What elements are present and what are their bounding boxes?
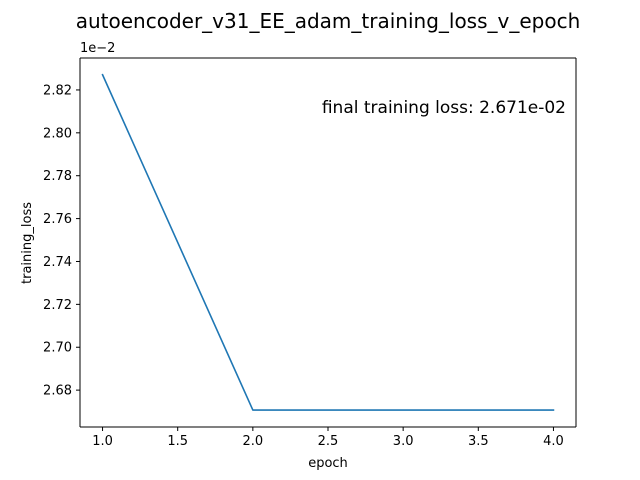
y-tick-label: 2.80 (43, 126, 72, 141)
y-tick-label: 2.68 (43, 384, 72, 399)
x-axis-label: epoch (308, 456, 348, 471)
x-tick-label: 2.0 (243, 434, 264, 449)
plot-area: 1.0 1.5 2.0 2.5 3.0 3.5 4.0 2.68 2.70 2.72 2.74 2.7… (43, 57, 577, 449)
x-tick-label: 3.0 (393, 434, 414, 449)
y-tick-label: 2.74 (43, 255, 72, 270)
x-tick-label: 1.0 (92, 434, 113, 449)
y-axis-label: training_loss (20, 202, 35, 284)
y-tick-label: 2.78 (43, 169, 72, 184)
y-tick-label: 2.82 (43, 83, 72, 98)
final-loss-annotation: final training loss: 2.671e-02 (322, 98, 566, 118)
y-tick-label: 2.70 (43, 341, 72, 356)
x-tick-label: 1.5 (167, 434, 188, 449)
x-tick-label: 3.5 (468, 434, 489, 449)
x-tick-label: 4.0 (543, 434, 564, 449)
y-tick-label: 2.76 (43, 212, 72, 227)
y-tick-label: 2.72 (43, 298, 72, 313)
x-tick-label: 2.5 (318, 434, 339, 449)
series-line-0 (101, 73, 555, 411)
y-axis-offset-label: 1e−2 (80, 41, 115, 56)
chart-title: autoencoder_v31_EE_adam_training_loss_v_… (76, 9, 581, 33)
